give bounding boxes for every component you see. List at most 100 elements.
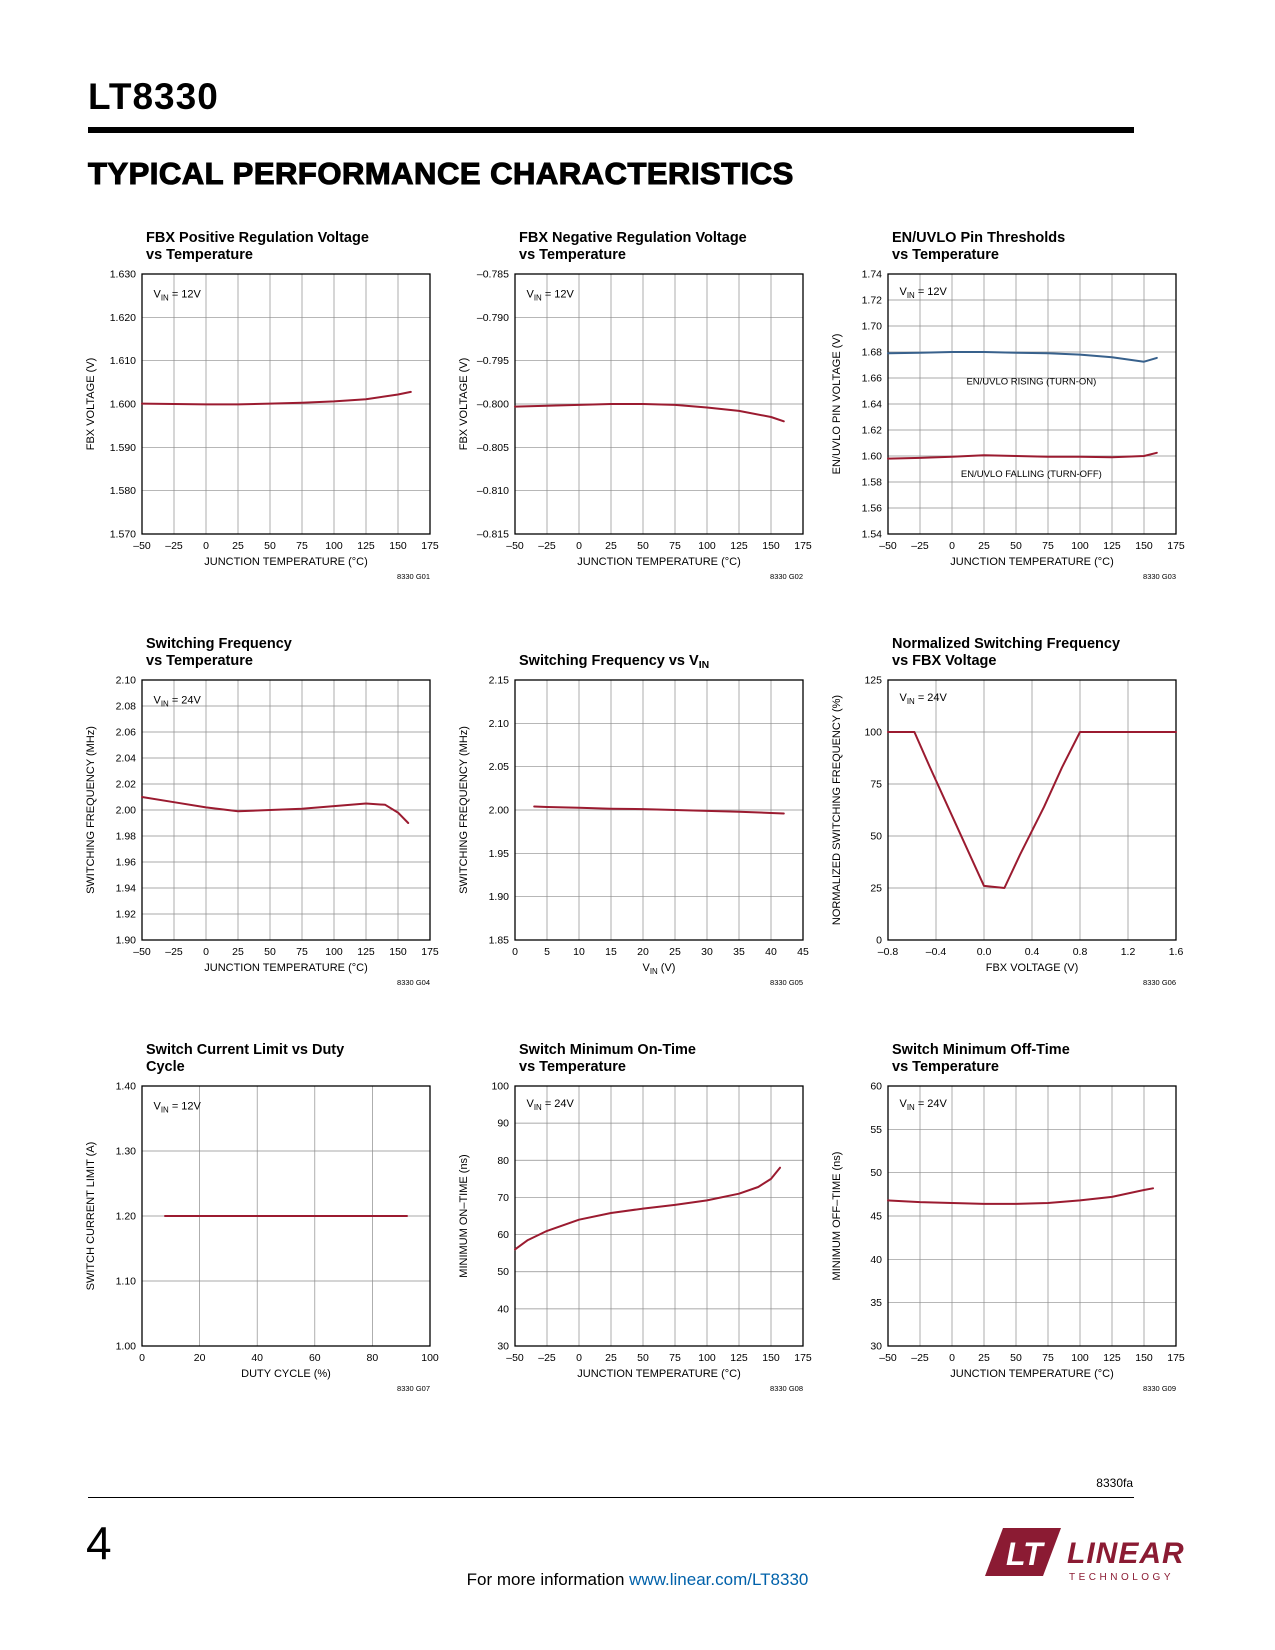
y-tick-label: 1.580 (110, 485, 136, 497)
x-tick-label: 150 (1135, 1352, 1153, 1364)
x-tick-label: 100 (698, 540, 716, 552)
x-tick-label: 100 (421, 1352, 439, 1364)
footer-rule (88, 1497, 1134, 1498)
plot-border (514, 273, 804, 535)
x-tick-label: 175 (794, 1352, 812, 1364)
x-tick-label: 0 (576, 540, 582, 552)
y-tick-label: 125 (864, 675, 882, 687)
x-tick-label: 75 (669, 1352, 681, 1364)
x-tick-label: –50 (506, 1352, 524, 1364)
series-line (887, 451, 1158, 460)
y-tick-label: 1.58 (862, 477, 883, 489)
x-tick-label: 1.2 (1121, 946, 1136, 958)
y-tick-label: 45 (870, 1211, 882, 1223)
y-tick-label: –0.795 (477, 355, 509, 367)
chart-title-line: vs Temperature (519, 247, 626, 263)
x-tick-label: –25 (165, 946, 183, 958)
y-tick-label: 1.00 (116, 1341, 137, 1353)
y-tick-label: 1.30 (116, 1146, 137, 1158)
series-line (887, 1187, 1154, 1205)
section-title: TYPICAL PERFORMANCE CHARACTERISTICS (87, 155, 794, 191)
x-axis-label: DUTY CYCLE (%) (241, 1368, 331, 1380)
y-tick-label: 1.92 (116, 909, 137, 921)
x-axis-label: FBX VOLTAGE (V) (986, 962, 1079, 974)
chart-title-line: EN/UVLO Pin Thresholds (892, 230, 1065, 246)
y-tick-label: 1.64 (862, 399, 883, 411)
x-tick-label: 75 (1042, 540, 1054, 552)
y-tick-label: 25 (870, 883, 882, 895)
y-axis-label: MINIMUM ON–TIME (ns) (458, 1154, 470, 1277)
x-tick-label: 60 (309, 1352, 321, 1364)
chart-title-line: Cycle (146, 1059, 185, 1075)
x-tick-label: 20 (194, 1352, 206, 1364)
x-tick-label: 50 (1010, 540, 1022, 552)
y-tick-label: 1.96 (116, 857, 137, 869)
series-line (514, 1166, 781, 1251)
y-tick-label: 2.10 (489, 718, 510, 730)
x-tick-label: 50 (637, 540, 649, 552)
y-axis-label: EN/UVLO PIN VOLTAGE (V) (831, 334, 843, 475)
y-tick-label: 1.600 (110, 399, 136, 411)
x-tick-label: –25 (538, 1352, 556, 1364)
x-tick-label: 75 (669, 540, 681, 552)
chart-normalized-switching-frequency: Normalized Switching Frequency vs FBX Vol… (826, 632, 1188, 988)
x-tick-label: 175 (421, 540, 439, 552)
series-line (141, 796, 410, 824)
x-tick-label: –25 (165, 540, 183, 552)
y-tick-label: 2.04 (116, 753, 137, 765)
chart-fbx-positive-regulation-voltage: FBX Positive Regulation Voltage vs Temper… (80, 226, 442, 582)
y-tick-label: 1.56 (862, 503, 883, 515)
x-tick-label: –25 (538, 540, 556, 552)
x-tick-label: 25 (669, 946, 681, 958)
graph-id: 8330 G03 (1143, 572, 1176, 581)
plot-border (141, 1085, 431, 1347)
x-axis-label: JUNCTION TEMPERATURE (°C) (577, 556, 741, 568)
x-tick-label: 35 (733, 946, 745, 958)
y-tick-label: –0.815 (477, 529, 509, 541)
x-tick-label: 20 (637, 946, 649, 958)
chart-svg-freq-vs-vin: Switching Frequency vs VIN 0 5 10 15 20 25 30 35… (458, 653, 809, 987)
x-tick-label: 0 (139, 1352, 145, 1364)
y-tick-label: 1.90 (116, 935, 137, 947)
y-axis-label: SWITCHING FREQUENCY (MHz) (458, 726, 470, 894)
x-tick-label: 0 (949, 540, 955, 552)
series-label: EN/UVLO FALLING (TURN-OFF) (961, 469, 1102, 480)
logo-subtitle: TECHNOLOGY (1069, 1572, 1174, 1583)
y-tick-label: 40 (870, 1254, 882, 1266)
y-tick-label: 50 (497, 1266, 509, 1278)
x-tick-label: –50 (506, 540, 524, 552)
chart-title-line: Switch Current Limit vs Duty (146, 1042, 344, 1058)
series-label: EN/UVLO RISING (TURN-ON) (966, 377, 1096, 388)
y-axis-label: FBX VOLTAGE (V) (85, 358, 97, 451)
x-tick-label: 0 (949, 1352, 955, 1364)
y-tick-label: 1.90 (489, 891, 510, 903)
chart-title-line: Switch Minimum On-Time (519, 1042, 696, 1058)
chart-title-line: FBX Positive Regulation Voltage (146, 230, 369, 246)
y-tick-label: 1.94 (116, 883, 137, 895)
x-tick-label: 100 (325, 540, 343, 552)
x-tick-label: 25 (605, 1352, 617, 1364)
x-axis-label: JUNCTION TEMPERATURE (°C) (950, 556, 1114, 568)
y-tick-label: 2.05 (489, 761, 510, 773)
series-line (141, 390, 412, 406)
y-tick-label: 1.72 (862, 295, 883, 307)
x-tick-label: –0.4 (926, 946, 947, 958)
footer-link[interactable]: www.linear.com/LT8330 (629, 1570, 809, 1589)
x-tick-label: 75 (296, 946, 308, 958)
x-tick-label: 50 (264, 540, 276, 552)
x-tick-label: 0.0 (977, 946, 992, 958)
x-tick-label: 100 (698, 1352, 716, 1364)
y-tick-label: 35 (870, 1297, 882, 1309)
chart-title-line: vs Temperature (146, 247, 253, 263)
x-tick-label: 25 (232, 540, 244, 552)
x-axis-label: JUNCTION TEMPERATURE (°C) (577, 1368, 741, 1380)
y-tick-label: 0 (876, 935, 882, 947)
graph-id: 8330 G09 (1143, 1384, 1176, 1393)
y-tick-label: 1.10 (116, 1276, 137, 1288)
y-tick-label: 75 (870, 779, 882, 791)
